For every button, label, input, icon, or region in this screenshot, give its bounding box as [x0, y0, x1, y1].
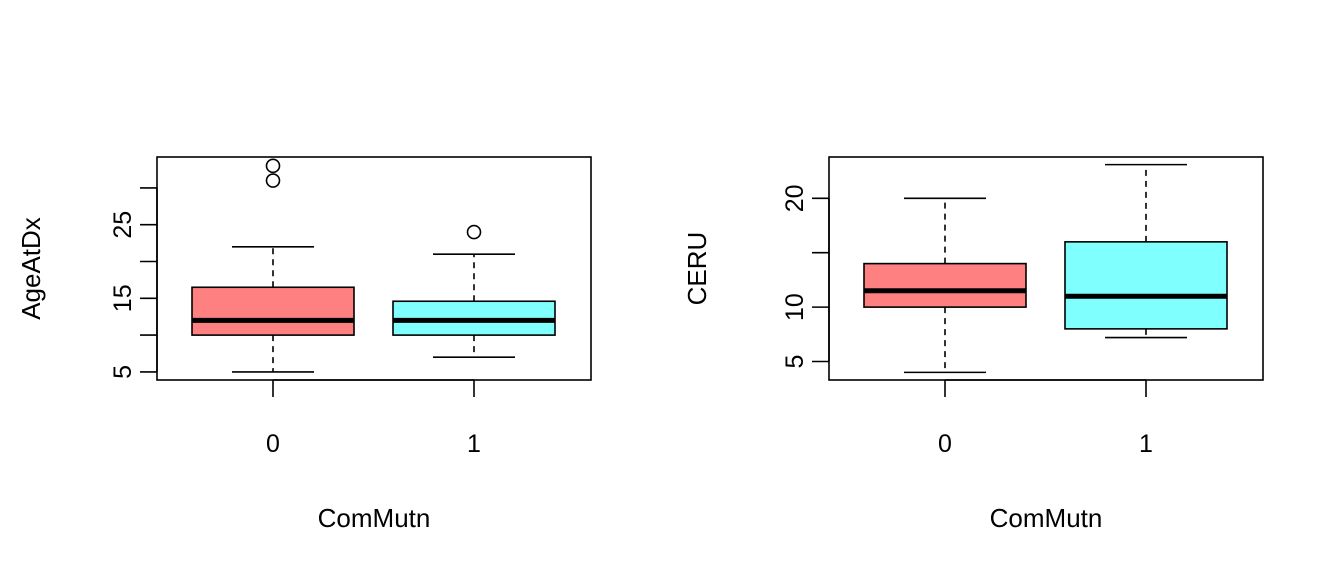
y-tick-label: 15 [109, 284, 137, 312]
outlier-point [466, 224, 482, 240]
box-0 [191, 286, 355, 336]
x-tick-label: 1 [1139, 430, 1153, 458]
agatdx-boxplot-panel: 5 15 25 0 1 ComMutn AgeAtDx [16, 156, 592, 533]
y-axis-title: AgeAtDx [16, 217, 46, 320]
y-tick-label: 25 [109, 211, 137, 239]
box-1 [1064, 241, 1228, 330]
outlier-point [265, 158, 281, 174]
box-0 [863, 262, 1027, 308]
y-tick-label: 20 [781, 184, 809, 212]
x-axis-title: ComMutn [318, 503, 431, 533]
y-tick-label: 5 [781, 355, 809, 369]
outlier-point [265, 173, 281, 188]
x-axis-title: ComMutn [990, 503, 1103, 533]
y-axis-title: CERU [682, 232, 712, 306]
y-tick-label: 10 [781, 293, 809, 321]
y-tick-label: 5 [109, 365, 137, 379]
x-tick-label: 1 [467, 430, 481, 458]
ceru-boxplot-panel: 5 10 20 0 1 ComMutn CERU [682, 156, 1264, 533]
x-tick-label: 0 [266, 430, 280, 458]
x-tick-label: 0 [938, 430, 952, 458]
